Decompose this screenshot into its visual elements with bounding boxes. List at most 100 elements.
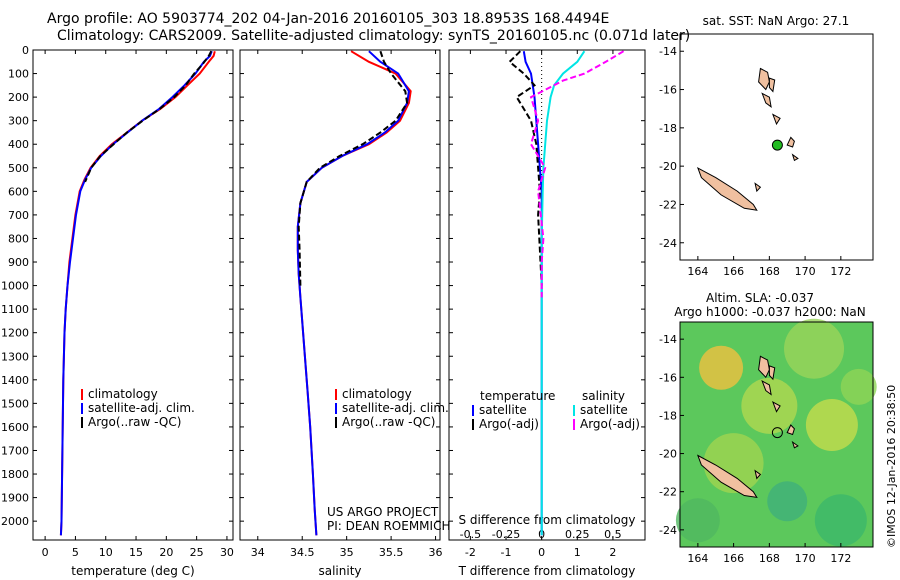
depth-tick-label: 600 xyxy=(8,185,29,198)
legend-header: temperature xyxy=(480,389,555,403)
credit-line: US ARGO PROJECT xyxy=(327,505,439,519)
sla-blob xyxy=(840,368,877,405)
depth-tick-label: 1800 xyxy=(1,468,29,481)
x-tick-label: 25 xyxy=(190,546,204,559)
x-tick-label-secondary: -0.25 xyxy=(492,528,520,541)
legend-label: satellite xyxy=(580,403,628,417)
x-tick-label: 15 xyxy=(129,546,143,559)
land-island xyxy=(761,92,772,108)
depth-tick-label: 1500 xyxy=(1,397,29,410)
series-line xyxy=(297,50,409,286)
map-x-tick-label: 166 xyxy=(723,265,744,278)
map-x-tick-label: 172 xyxy=(830,552,851,565)
sla-blob xyxy=(814,494,867,547)
sla-blob xyxy=(784,318,845,379)
map-y-tick-label: -20 xyxy=(659,448,677,461)
legend-label: Argo(..raw -QC) xyxy=(342,415,435,429)
credit-line: PI: DEAN ROEMMICH xyxy=(327,519,450,533)
series-line xyxy=(540,50,586,536)
x-tick-label-secondary: -0.5 xyxy=(460,528,481,541)
land-island xyxy=(786,136,795,148)
argo-float-marker xyxy=(771,139,783,151)
land-island xyxy=(754,182,762,193)
sla-blob xyxy=(767,481,808,522)
land-island xyxy=(761,380,772,396)
panel-frame xyxy=(239,49,441,541)
map-y-tick-label: -24 xyxy=(659,237,677,250)
x-tick-label: 34 xyxy=(251,546,265,559)
x-tick-label: 10 xyxy=(99,546,113,559)
depth-tick-label: 1200 xyxy=(1,327,29,340)
sst-map-title: sat. SST: NaN Argo: 27.1 xyxy=(703,14,850,28)
x-axis-label: salinity xyxy=(318,564,361,578)
sla-blob xyxy=(675,498,720,543)
x-tick-label: 5 xyxy=(72,546,79,559)
legend-header: salinity xyxy=(582,389,625,403)
legend-label: climatology xyxy=(342,387,412,401)
sla-map xyxy=(675,318,877,548)
x-tick-label: 2 xyxy=(609,546,616,559)
land-island xyxy=(696,167,758,211)
map-frame xyxy=(679,33,874,261)
map-frame xyxy=(679,321,874,548)
x-tick-label: 35 xyxy=(340,546,354,559)
map-y-tick-label: -16 xyxy=(659,84,677,97)
legend-label: climatology xyxy=(88,387,158,401)
series-line xyxy=(522,51,543,536)
x-tick-label: 1 xyxy=(574,546,581,559)
depth-tick-label: 1100 xyxy=(1,303,29,316)
panel-frame xyxy=(448,49,646,541)
depth-tick-label: 100 xyxy=(8,68,29,81)
map-y-tick-label: -14 xyxy=(659,45,677,58)
x-tick-label: -2 xyxy=(465,546,476,559)
map-x-tick-label: 172 xyxy=(830,265,851,278)
land-island xyxy=(696,454,758,499)
climatology-subtitle: Climatology: CARS2009. Satellite-adjuste… xyxy=(57,28,691,44)
profile-title: Argo profile: AO 5903774_202 04-Jan-2016… xyxy=(47,11,610,27)
land-island xyxy=(754,469,762,480)
land-island xyxy=(791,153,799,162)
depth-tick-label: 1400 xyxy=(1,374,29,387)
legend-label: Argo(-adj) xyxy=(580,417,640,431)
legend-label: Argo(-adj) xyxy=(479,417,539,431)
depth-tick-label: 2000 xyxy=(1,515,29,528)
x-tick-label-secondary: 0.5 xyxy=(604,528,622,541)
depth-tick-label: 400 xyxy=(8,138,29,151)
x-tick-label: 0 xyxy=(538,546,545,559)
x-tick-label: -1 xyxy=(501,546,512,559)
land-island xyxy=(758,355,770,379)
depth-tick-label: 1900 xyxy=(1,492,29,505)
sla-blob xyxy=(741,377,798,434)
x-axis-label-secondary: S difference from climatology xyxy=(459,513,636,527)
panel-frame xyxy=(32,49,234,541)
depth-tick-label: 300 xyxy=(8,115,29,128)
map-y-tick-label: -20 xyxy=(659,160,677,173)
depth-tick-label: 1000 xyxy=(1,280,29,293)
series-line xyxy=(59,50,213,536)
x-tick-label: 20 xyxy=(159,546,173,559)
map-x-tick-label: 168 xyxy=(759,265,780,278)
depth-tick-label: 1600 xyxy=(1,421,29,434)
legend-label: satellite-adj. clim. xyxy=(342,401,449,415)
depth-tick-label: 900 xyxy=(8,256,29,269)
land-island xyxy=(771,401,781,413)
legend-label: satellite-adj. clim. xyxy=(88,401,195,415)
x-tick-label: 35.5 xyxy=(379,546,404,559)
x-tick-label-secondary: 0.25 xyxy=(565,528,590,541)
depth-tick-label: 1300 xyxy=(1,350,29,363)
map-y-tick-label: -16 xyxy=(659,371,677,384)
sla-map-title: Altim. SLA: -0.037 xyxy=(706,291,814,305)
argo-float-marker xyxy=(771,427,783,439)
sst-map xyxy=(679,33,874,261)
map-y-tick-label: -22 xyxy=(659,486,677,499)
map-x-tick-label: 164 xyxy=(687,552,708,565)
x-tick-label: 34.5 xyxy=(290,546,315,559)
series-line xyxy=(529,50,625,298)
map-x-tick-label: 168 xyxy=(759,552,780,565)
depth-tick-label: 1700 xyxy=(1,444,29,457)
land-island xyxy=(768,365,776,381)
map-y-tick-label: -18 xyxy=(659,122,677,135)
map-y-tick-label: -18 xyxy=(659,409,677,422)
legend-label: Argo(..raw -QC) xyxy=(88,415,181,429)
map-x-tick-label: 170 xyxy=(795,265,816,278)
